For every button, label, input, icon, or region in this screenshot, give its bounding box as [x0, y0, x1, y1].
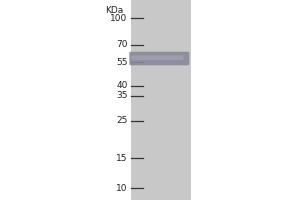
FancyBboxPatch shape	[129, 52, 189, 65]
Text: 100: 100	[110, 14, 127, 23]
Text: 10: 10	[116, 184, 128, 193]
Text: 70: 70	[116, 40, 128, 49]
Text: 35: 35	[116, 91, 128, 100]
Text: KDa: KDa	[105, 6, 123, 15]
Bar	[130, 0, 190, 200]
Text: 25: 25	[116, 116, 128, 125]
Text: 55: 55	[116, 58, 128, 67]
Text: 15: 15	[116, 154, 128, 163]
Text: 40: 40	[116, 81, 128, 90]
FancyBboxPatch shape	[131, 55, 183, 60]
